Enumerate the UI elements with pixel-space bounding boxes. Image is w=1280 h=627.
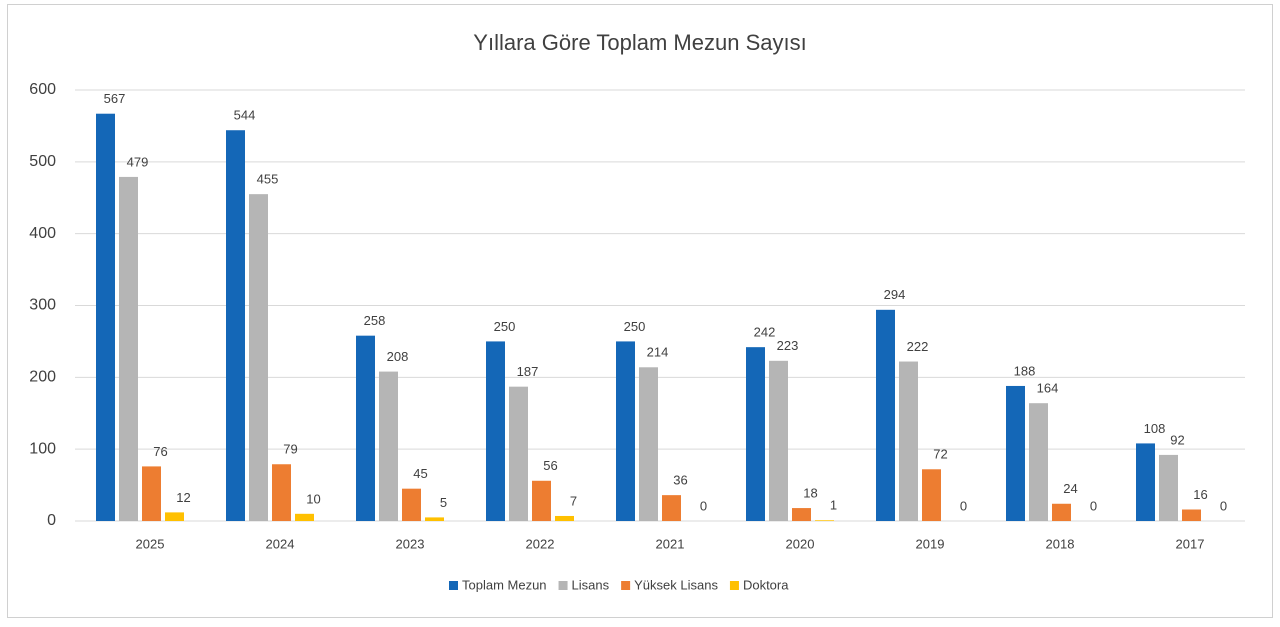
- bar: [249, 194, 268, 522]
- y-tick-label: 100: [29, 440, 56, 457]
- data-label: 72: [933, 447, 947, 462]
- bar: [532, 480, 551, 521]
- x-tick-label: 2024: [266, 536, 295, 551]
- data-label: 0: [960, 498, 967, 513]
- x-tick-label: 2020: [786, 536, 815, 551]
- data-label: 36: [673, 473, 687, 488]
- bar: [96, 113, 115, 521]
- bar: [662, 495, 681, 521]
- data-label: 164: [1037, 381, 1059, 396]
- data-label: 24: [1063, 481, 1077, 496]
- bar: [769, 360, 788, 521]
- bar: [272, 464, 291, 521]
- legend-swatch: [621, 581, 631, 590]
- bar: [295, 513, 314, 521]
- bar: [815, 520, 834, 521]
- x-tick-label: 2023: [396, 536, 425, 551]
- data-label: 1: [830, 498, 837, 513]
- bar: [402, 488, 421, 521]
- bar: [1136, 443, 1155, 521]
- data-label: 250: [494, 319, 516, 334]
- legend-label: Yüksek Lisans: [634, 577, 718, 592]
- data-label: 0: [700, 498, 707, 513]
- bar: [1052, 503, 1071, 521]
- x-tick-label: 2017: [1176, 536, 1205, 551]
- bar: [1029, 403, 1048, 521]
- y-tick-label: 600: [29, 81, 56, 98]
- data-label: 45: [413, 466, 427, 481]
- x-tick-label: 2019: [916, 536, 945, 551]
- bar: [119, 176, 138, 521]
- data-label: 544: [234, 108, 256, 123]
- bar: [379, 371, 398, 521]
- data-label: 5: [440, 495, 447, 510]
- data-label: 222: [907, 339, 929, 354]
- bar: [746, 347, 765, 521]
- bar: [1159, 454, 1178, 521]
- data-label: 223: [777, 338, 799, 353]
- data-label: 92: [1170, 432, 1184, 447]
- x-tick-label: 2018: [1046, 536, 1075, 551]
- data-label: 188: [1014, 363, 1036, 378]
- data-label: 455: [257, 172, 279, 187]
- data-label: 208: [387, 349, 409, 364]
- data-label: 16: [1193, 487, 1207, 502]
- bar: [792, 508, 811, 521]
- y-tick-label: 300: [29, 297, 56, 314]
- legend-swatch: [558, 581, 568, 590]
- data-label: 250: [624, 319, 646, 334]
- bar: [639, 367, 658, 521]
- data-label: 567: [104, 91, 126, 106]
- legend-swatch: [729, 581, 739, 590]
- bar: [356, 335, 375, 521]
- data-label: 79: [283, 442, 297, 457]
- data-label: 108: [1144, 421, 1166, 436]
- data-label: 18: [803, 486, 817, 501]
- y-tick-label: 0: [47, 512, 56, 529]
- bar: [899, 361, 918, 521]
- data-label: 242: [754, 325, 776, 340]
- legend-label: Toplam Mezun: [462, 577, 547, 592]
- bar: [226, 130, 245, 521]
- data-label: 479: [127, 154, 149, 169]
- data-label: 0: [1090, 498, 1097, 513]
- data-label: 7: [570, 493, 577, 508]
- data-label: 214: [647, 345, 669, 360]
- data-label: 0: [1220, 498, 1227, 513]
- data-label: 187: [517, 364, 539, 379]
- bar: [876, 309, 895, 521]
- y-tick-label: 400: [29, 225, 56, 242]
- data-label: 56: [543, 458, 557, 473]
- x-tick-label: 2025: [136, 536, 165, 551]
- bar: [425, 517, 444, 521]
- y-tick-label: 500: [29, 153, 56, 170]
- bar: [486, 341, 505, 521]
- x-tick-label: 2022: [526, 536, 555, 551]
- data-label: 10: [306, 491, 320, 506]
- chart-title: Yıllara Göre Toplam Mezun Sayısı: [473, 30, 806, 55]
- x-tick-label: 2021: [656, 536, 685, 551]
- bar: [509, 386, 528, 521]
- legend-swatch: [449, 581, 458, 590]
- legend-label: Lisans: [572, 577, 610, 592]
- bar: [165, 512, 184, 521]
- data-label: 76: [153, 444, 167, 459]
- chart-border: [7, 4, 1273, 618]
- bar: [616, 341, 635, 521]
- data-label: 294: [884, 287, 906, 302]
- data-label: 258: [364, 313, 386, 328]
- legend-label: Doktora: [743, 577, 789, 592]
- bar: [555, 515, 574, 521]
- data-label: 12: [176, 490, 190, 505]
- bar: [1006, 385, 1025, 521]
- bar: [142, 466, 161, 521]
- bar: [1182, 509, 1201, 521]
- y-tick-label: 200: [29, 369, 56, 386]
- bar: [922, 469, 941, 521]
